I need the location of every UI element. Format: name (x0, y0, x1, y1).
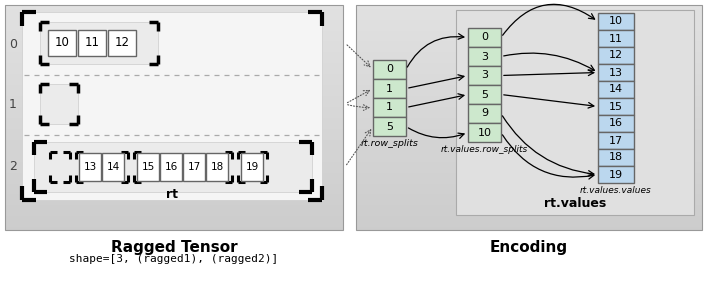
Bar (468, 66, 501, 85)
Text: 1: 1 (386, 83, 393, 94)
Bar (78, 30, 106, 56)
Bar (598, 98, 634, 115)
Bar (598, 13, 634, 30)
Bar (598, 47, 634, 64)
Text: 0: 0 (386, 65, 393, 74)
Text: Ragged Tensor: Ragged Tensor (111, 240, 238, 255)
Text: 3: 3 (481, 51, 488, 62)
Bar (598, 81, 634, 98)
Text: rt.row_splits: rt.row_splits (361, 139, 419, 148)
Bar (241, 153, 263, 181)
Text: 3: 3 (481, 71, 488, 80)
Text: 12: 12 (609, 51, 623, 60)
Bar (40, 22, 158, 64)
Bar (468, 85, 501, 104)
Text: 15: 15 (609, 101, 623, 112)
Text: 12: 12 (115, 36, 129, 50)
Bar (102, 153, 124, 181)
Bar (468, 123, 501, 142)
Bar (598, 30, 634, 47)
Bar (108, 30, 136, 56)
Text: shape=[3, (ragged1), (ragged2)]: shape=[3, (ragged1), (ragged2)] (69, 254, 279, 264)
Bar (373, 117, 406, 136)
Text: 5: 5 (481, 89, 488, 100)
Text: 18: 18 (211, 162, 223, 172)
Text: 17: 17 (187, 162, 201, 172)
Text: 10: 10 (54, 36, 69, 50)
Text: 10: 10 (609, 16, 623, 27)
Bar (598, 115, 634, 132)
Text: 2: 2 (9, 161, 17, 173)
Bar (48, 30, 76, 56)
Text: 0: 0 (9, 37, 17, 51)
Bar (598, 166, 634, 183)
Bar (598, 149, 634, 166)
Text: 14: 14 (106, 162, 119, 172)
Bar (373, 60, 406, 79)
Text: 10: 10 (477, 127, 491, 138)
Text: 0: 0 (481, 33, 488, 42)
Text: 1: 1 (9, 98, 17, 112)
Text: 18: 18 (609, 152, 623, 162)
Bar (468, 28, 501, 47)
Text: 13: 13 (609, 68, 623, 77)
Bar (598, 132, 634, 149)
Text: 1: 1 (386, 103, 393, 112)
Bar (456, 10, 694, 215)
Bar (468, 104, 501, 123)
Bar (137, 153, 159, 181)
Text: 19: 19 (609, 170, 623, 179)
Bar (34, 142, 312, 192)
Bar (373, 79, 406, 98)
Text: 9: 9 (481, 109, 488, 118)
Text: Encoding: Encoding (490, 240, 568, 255)
Text: rt.values.row_splits: rt.values.row_splits (441, 145, 528, 154)
Text: rt: rt (166, 187, 178, 201)
Bar (373, 98, 406, 117)
Bar (468, 47, 501, 66)
Text: 19: 19 (245, 162, 259, 172)
Text: rt.values.values: rt.values.values (580, 186, 652, 195)
Text: 17: 17 (609, 135, 623, 146)
Text: 11: 11 (609, 33, 623, 43)
Text: 5: 5 (386, 121, 393, 132)
Text: 14: 14 (609, 85, 623, 94)
Bar (356, 5, 702, 230)
Bar (598, 64, 634, 81)
Bar (160, 153, 182, 181)
Text: 15: 15 (141, 162, 155, 172)
Bar (206, 153, 228, 181)
Bar (5, 5, 343, 230)
Text: rt.values: rt.values (544, 197, 606, 210)
Bar (22, 12, 322, 200)
Text: 13: 13 (83, 162, 97, 172)
Text: 16: 16 (164, 162, 177, 172)
Bar (40, 84, 78, 124)
Text: 11: 11 (85, 36, 100, 50)
Bar (183, 153, 205, 181)
Bar (79, 153, 101, 181)
Text: 16: 16 (609, 118, 623, 129)
